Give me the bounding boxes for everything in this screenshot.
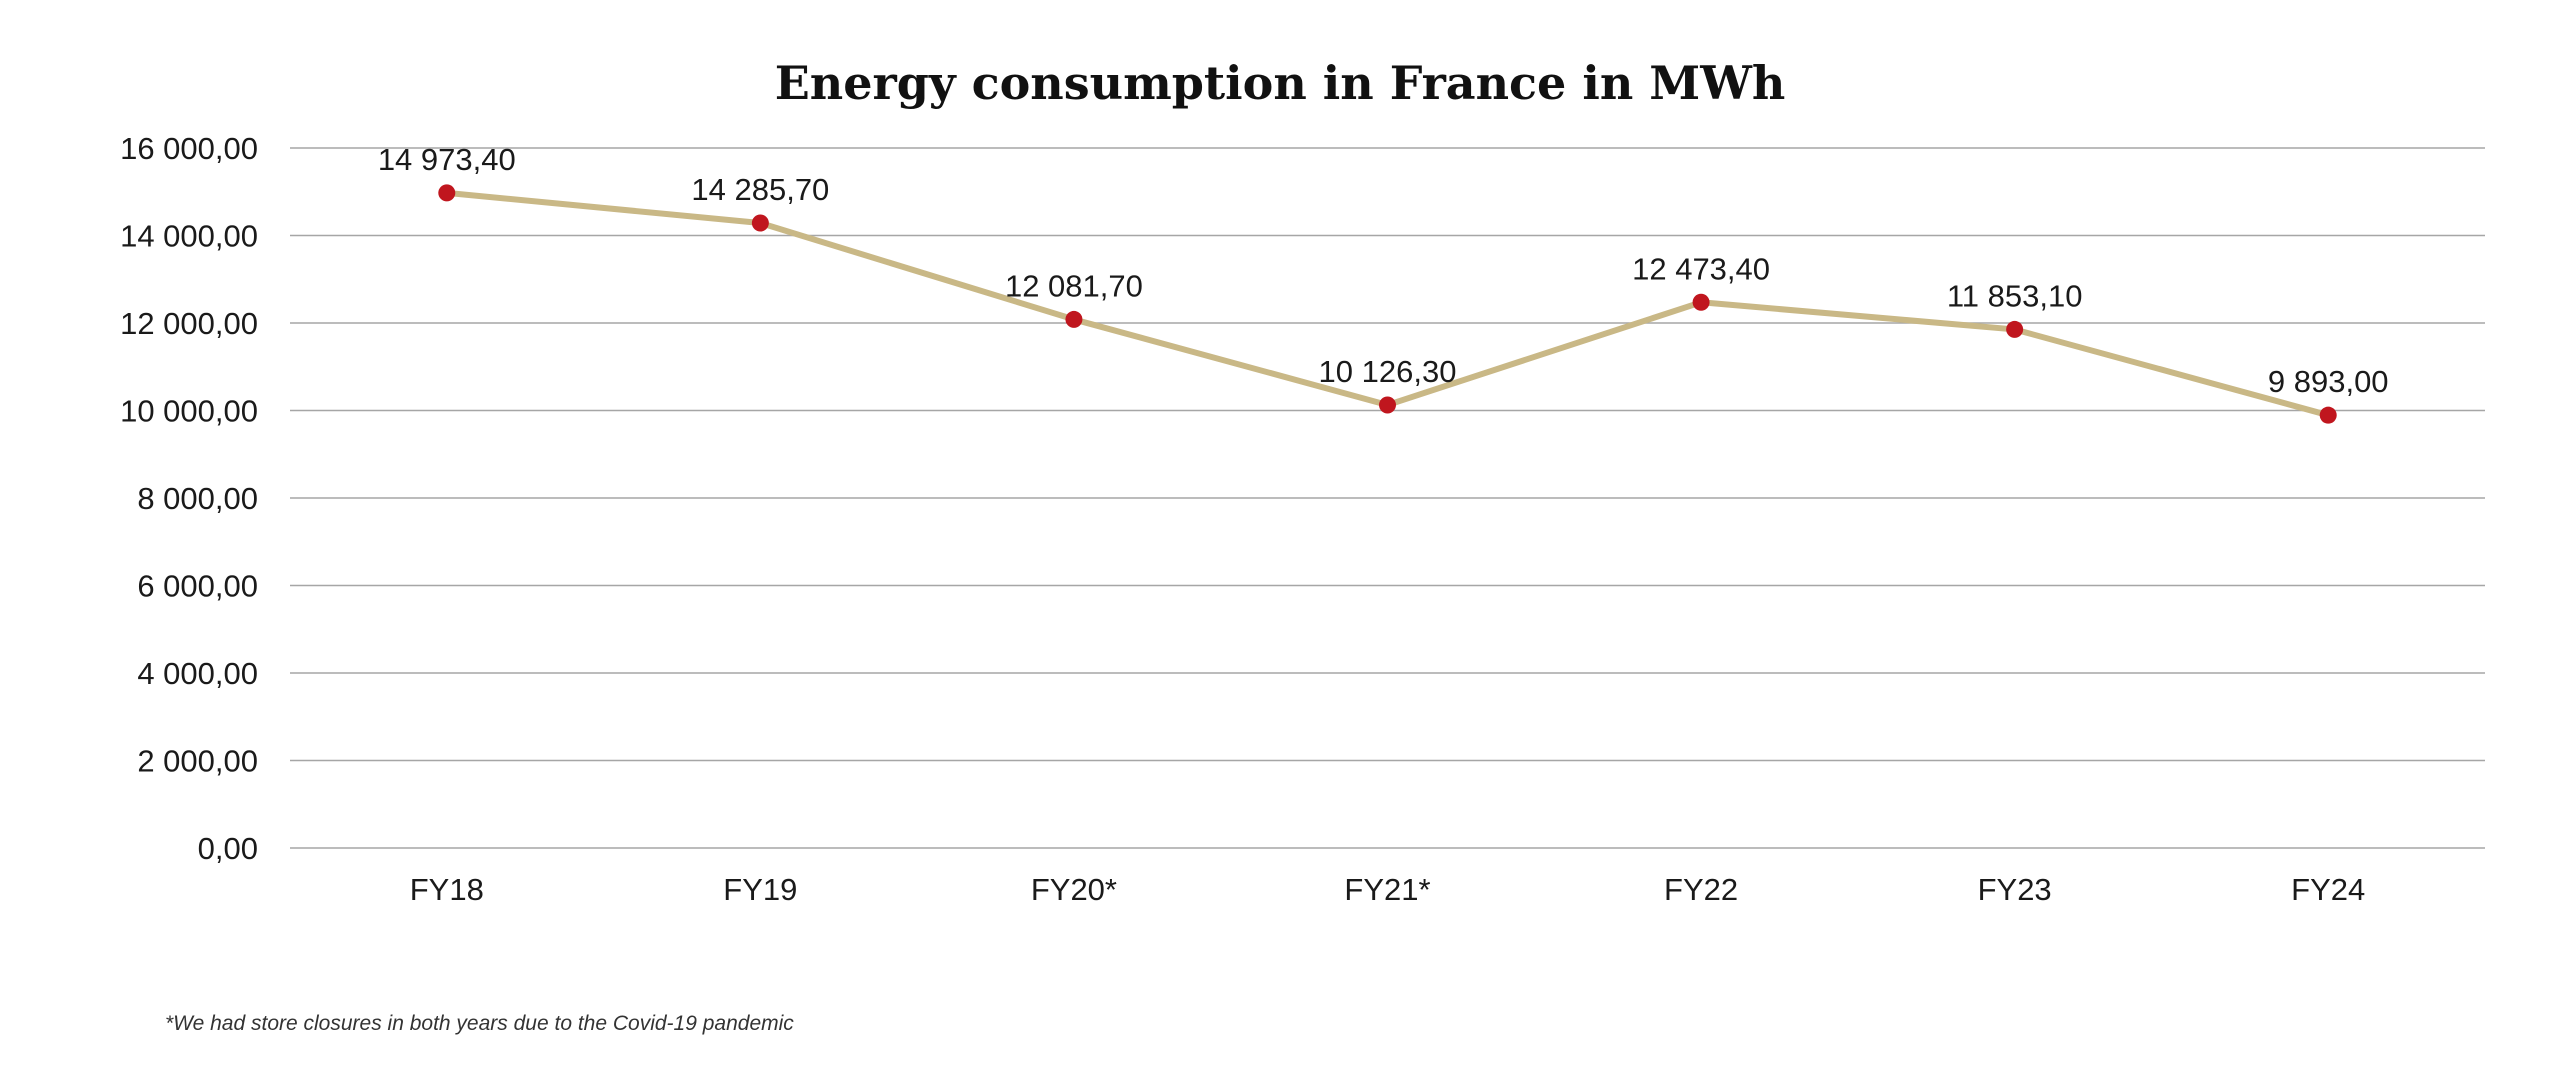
x-axis-tick-labels: FY18 FY19 FY20* FY21* FY22 FY23 FY24 [410,872,2366,907]
x-tick-label-4: FY22 [1664,872,1738,907]
data-label-5: 11 853,10 [1947,278,2083,313]
data-point-4 [1692,293,1710,311]
data-label-6: 9 893,00 [2268,364,2389,399]
y-tick-label-7: 14 000,00 [120,219,258,254]
y-tick-label-4: 8 000,00 [137,481,258,516]
y-tick-label-8: 16 000,00 [120,131,258,166]
data-point-1 [751,214,769,232]
footnote: *We had store closures in both years due… [165,1012,794,1035]
y-tick-label-0: 0,00 [198,831,258,866]
y-tick-label-3: 6 000,00 [137,569,258,604]
data-label-0: 14 973,40 [378,142,516,177]
data-label-3: 10 126,30 [1319,354,1457,389]
gridlines [290,147,2485,849]
x-tick-label-6: FY24 [2291,872,2365,907]
data-point-markers [438,184,2337,424]
x-tick-label-3: FY21* [1344,872,1430,907]
data-label-1: 14 285,70 [691,172,829,207]
y-tick-label-1: 2 000,00 [137,744,258,779]
data-labels: 14 973,40 14 285,70 12 081,70 10 126,30 12 4… [378,142,2389,399]
y-tick-label-5: 10 000,00 [120,394,258,429]
y-tick-label-2: 4 000,00 [137,656,258,691]
x-tick-label-2: FY20* [1031,872,1117,907]
x-tick-label-5: FY23 [1978,872,2052,907]
data-point-2 [1065,310,1083,328]
y-axis-tick-labels: 0,00 2 000,00 4 000,00 6 000,00 8 000,00 10 0… [120,131,258,866]
chart-title: Energy consumption in France in MWh [775,56,1786,110]
x-tick-label-1: FY19 [723,872,797,907]
x-tick-label-0: FY18 [410,872,484,907]
data-point-6 [2319,406,2337,424]
y-tick-label-6: 12 000,00 [120,306,258,341]
data-point-3 [1379,396,1396,414]
data-point-0 [438,184,456,202]
data-label-2: 12 081,70 [1005,268,1143,303]
data-label-4: 12 473,40 [1632,251,1770,286]
data-point-5 [2006,320,2024,338]
